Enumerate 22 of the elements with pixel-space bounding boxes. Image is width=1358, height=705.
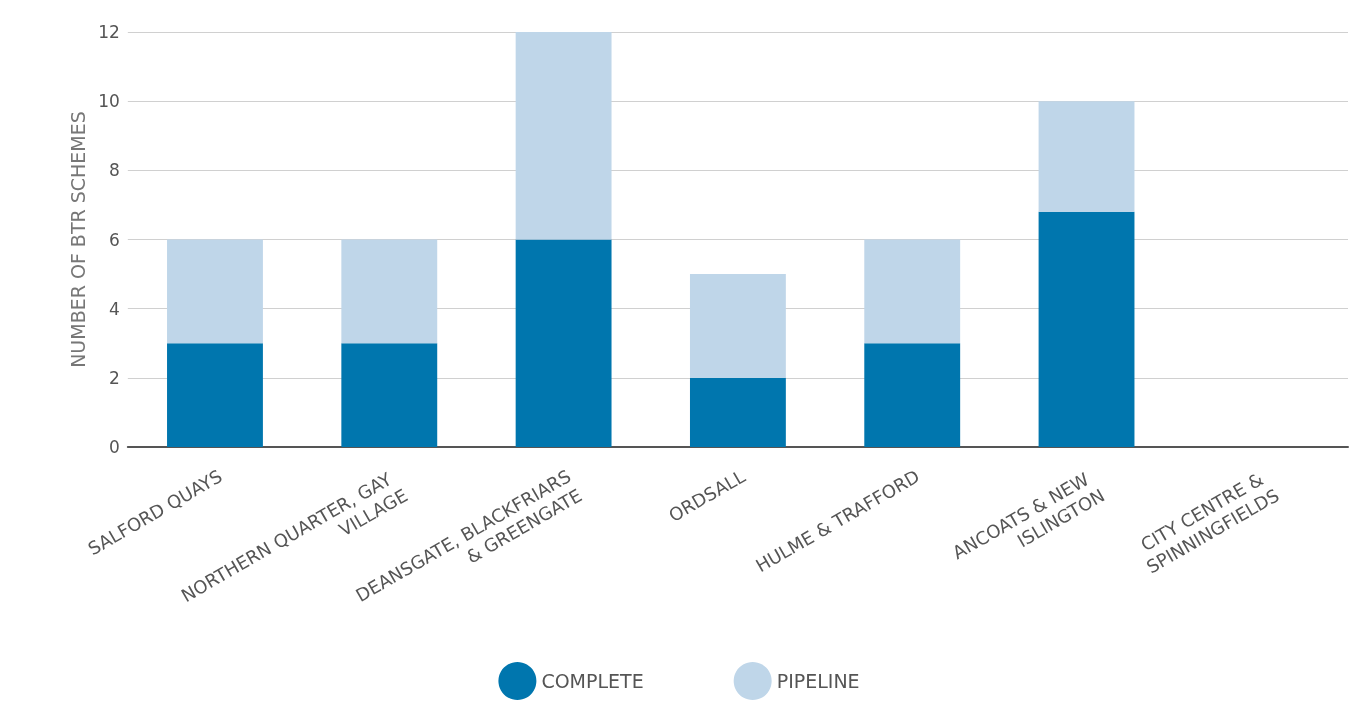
bar [341, 343, 438, 447]
bar [689, 274, 786, 378]
y-tick-label: 8 [108, 160, 120, 181]
bar [341, 239, 438, 344]
y-axis-title: NUMBER OF BTR SCHEMES [66, 111, 89, 368]
bar [864, 343, 961, 447]
bar [1038, 101, 1135, 212]
legend-label: COMPLETE [541, 670, 644, 692]
bar [167, 343, 263, 447]
bar [1038, 211, 1135, 447]
bar [515, 32, 612, 240]
legend-label: PIPELINE [776, 670, 860, 692]
bar [167, 239, 263, 344]
y-tick-label: 12 [98, 22, 120, 42]
bar [864, 239, 961, 344]
y-tick-label: 10 [98, 91, 120, 112]
y-tick-label: 2 [108, 367, 120, 388]
bar [515, 239, 612, 447]
y-tick-label: 0 [108, 437, 120, 457]
y-tick-label: 4 [108, 298, 120, 319]
y-tick-label: 6 [108, 229, 120, 250]
bar [689, 377, 786, 447]
